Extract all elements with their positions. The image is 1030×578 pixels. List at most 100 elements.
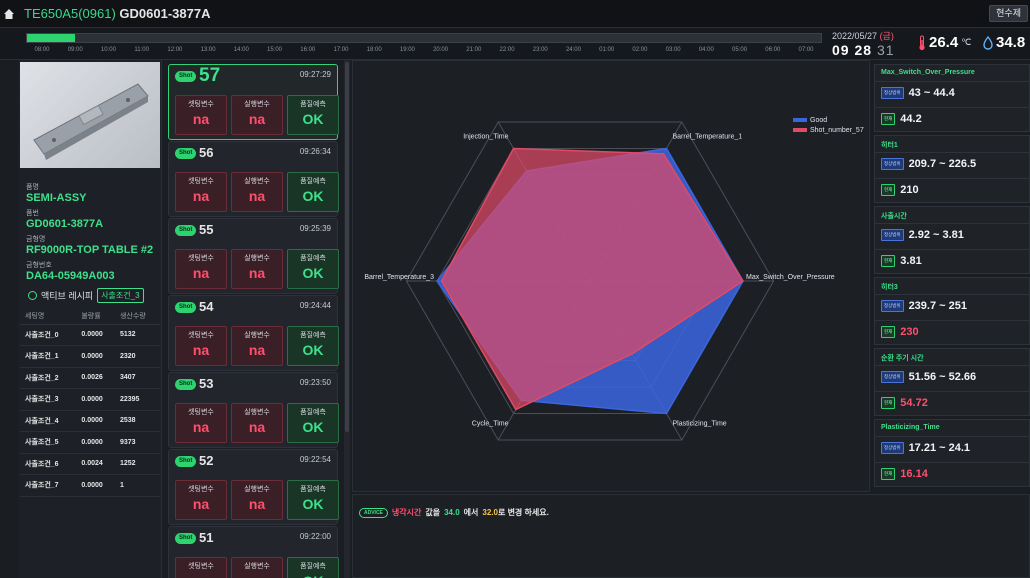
product-no-label: 품번 (26, 210, 39, 217)
current-tag: 현재 (881, 184, 896, 196)
table-header: 불량률 (76, 308, 115, 325)
shot-status-box: 품질예측 OK (287, 249, 339, 289)
radar-svg: Injection_Time Barrel_Temperature_1 Max_Sw… (364, 121, 835, 441)
shot-status-box: 실행변수 na (231, 557, 283, 578)
clock-sec: 31 (876, 42, 895, 58)
advice-panel: ADVICE 냉각시간 값을 34.0 에서 32.0 로 변경 하세요. (352, 494, 1030, 578)
shot-number: 54 (199, 299, 214, 314)
table-cell: 0.0024 (76, 453, 115, 475)
parameter-card: 사출시간 정상범위 2.92 ~ 3.81 현재 3.81 (874, 206, 1030, 274)
table-cell: 0.0000 (76, 324, 115, 346)
shot-box-label: 품질예측 (300, 409, 326, 416)
shot-card[interactable]: Shot 55 09:25:39 셋팅변수 na 실행변수 na 품질예측 OK (168, 218, 339, 294)
shot-box-label: 셋팅변수 (188, 563, 214, 570)
shot-box-value: OK (302, 111, 324, 127)
table-cell: 2538 (114, 410, 160, 432)
table-cell: 0.0000 (76, 345, 115, 368)
timeline-track (26, 33, 822, 43)
parameter-title: Max_Switch_Over_Pressure (881, 69, 975, 76)
table-cell: 사출조건_7 (20, 474, 77, 497)
table-row[interactable]: 사출조건_6 0.0024 1252 (20, 453, 160, 475)
shot-number: 52 (199, 453, 214, 468)
table-row[interactable]: 사출조건_2 0.0026 3407 (20, 367, 160, 389)
table-cell: 22395 (114, 388, 160, 411)
advice-text-1: 값을 (425, 508, 441, 517)
droplet-icon (983, 35, 993, 50)
timeline-tick: 13:00 (200, 47, 216, 53)
shot-badge: Shot (175, 379, 197, 390)
table-row[interactable]: 사출조건_4 0.0000 2538 (20, 410, 160, 432)
shot-box-value: na (248, 342, 266, 358)
shot-box-label: 실행변수 (244, 563, 270, 570)
shot-card[interactable]: Shot 54 09:24:44 셋팅변수 na 실행변수 na 품질예측 OK (168, 295, 339, 371)
scrollbar-thumb[interactable] (345, 62, 349, 432)
shot-badge: Shot (175, 71, 197, 82)
header-button[interactable]: 현수제 (989, 5, 1028, 22)
machine-name: TE650A5(0961) (24, 6, 116, 21)
table-cell: 3407 (114, 367, 160, 389)
shot-badge: Shot (175, 533, 197, 544)
mold-no-label: 금형번호 (26, 262, 52, 269)
shot-status-box: 셋팅변수 na (175, 249, 227, 289)
shot-number: 57 (199, 65, 221, 86)
radar-axis-label: Barrel_Temperature_3 (364, 274, 434, 281)
advice-from: 34.0 (444, 508, 460, 517)
shot-card[interactable]: Shot 52 09:22:54 셋팅변수 na 실행변수 na 품질예측 OK (168, 449, 339, 525)
product-image (20, 62, 160, 168)
timeline-tick: 24:00 (565, 47, 581, 53)
current-tag: 현재 (881, 326, 896, 338)
shot-number: 53 (199, 376, 214, 391)
shot-card[interactable]: Shot 56 09:26:34 셋팅변수 na 실행변수 na 품질예측 OK (168, 141, 339, 217)
shot-box-label: 셋팅변수 (188, 101, 214, 108)
advice-to: 32.0 (482, 508, 498, 517)
shot-card[interactable]: Shot 57 09:27:29 셋팅변수 na 실행변수 na 품질예측 OK (168, 64, 339, 140)
table-cell: 5132 (114, 324, 160, 346)
home-icon[interactable] (3, 8, 15, 20)
shot-status-box: 셋팅변수 na (175, 480, 227, 520)
top-bar: TE650A5(0961) GD0601-3877A 현수제 (0, 0, 1030, 28)
table-row[interactable]: 사출조건_0 0.0000 5132 (20, 324, 160, 346)
shot-time: 09:27:29 (299, 70, 331, 79)
current-tag: 현재 (881, 113, 896, 125)
shot-box-value: OK (302, 342, 324, 358)
range-tag: 정상범위 (881, 158, 904, 170)
legend-label: Good (810, 117, 828, 124)
parameter-current: 54.72 (900, 397, 928, 409)
table-row[interactable]: 사출조건_3 0.0000 22395 (20, 388, 160, 411)
shot-status-box: 실행변수 na (231, 480, 283, 520)
shot-time: 09:25:39 (299, 224, 331, 233)
table-cell: 1 (114, 474, 160, 497)
parameter-range: 51.56 ~ 52.66 (908, 371, 977, 383)
table-row[interactable]: 사출조건_7 0.0000 1 (20, 474, 160, 497)
range-tag: 정상범위 (881, 87, 904, 99)
shot-status-box: 실행변수 na (231, 172, 283, 212)
timeline-tick: 17:00 (333, 47, 349, 53)
timeline-tick: 16:00 (300, 47, 316, 53)
table-cell: 사출조건_6 (20, 453, 77, 475)
table-row[interactable]: 사출조건_1 0.0000 2320 (20, 345, 160, 368)
shot-status-box: 품질예측 OK (287, 557, 339, 578)
shot-list-scrollbar[interactable] (344, 60, 350, 578)
shot-status-box: 셋팅변수 na (175, 403, 227, 443)
shot-box-label: 셋팅변수 (188, 409, 214, 416)
active-recipe-tag[interactable]: 사출조건_3 (97, 288, 144, 303)
table-cell: 9373 (114, 431, 160, 454)
shot-status-box: 실행변수 na (231, 403, 283, 443)
parameter-current: 16.14 (900, 468, 928, 480)
humidity-readout: 34.8 (983, 34, 1025, 51)
shot-box-value: na (248, 496, 266, 512)
timeline-bar: 08:00 09:00 10:00 11:00 12:00 13:00 14:00 15:00… (0, 28, 1030, 60)
advice-text-2: 에서 (463, 508, 479, 517)
shot-badge: Shot (175, 302, 197, 313)
table-cell: 0.0000 (76, 474, 115, 497)
shot-box-value: na (192, 111, 210, 127)
table-cell: 사출조건_4 (20, 410, 77, 432)
shot-card[interactable]: Shot 53 09:23:50 셋팅변수 na 실행변수 na 품질예측 OK (168, 372, 339, 448)
table-row[interactable]: 사출조건_5 0.0000 9373 (20, 431, 160, 454)
shot-status-box: 셋팅변수 na (175, 172, 227, 212)
shot-box-value: OK (302, 265, 324, 281)
shot-box-label: 실행변수 (244, 255, 270, 262)
advice-row: ADVICE 냉각시간 값을 34.0 에서 32.0 로 변경 하세요. (359, 507, 549, 518)
